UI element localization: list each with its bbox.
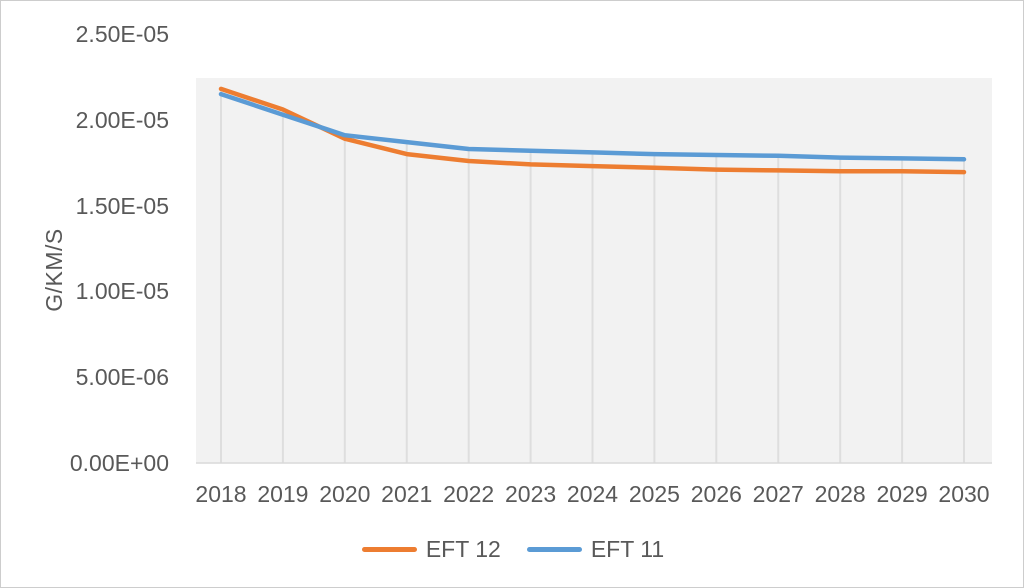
y-tick-label: 1.50E-05 (75, 192, 169, 219)
legend-line-swatch (526, 546, 582, 552)
x-tick-label: 2023 (504, 481, 557, 507)
legend-label: EFT 12 (425, 535, 501, 562)
legend-label: EFT 11 (590, 535, 665, 562)
x-tick-label: 2028 (814, 481, 866, 507)
y-tick-label: 5.00E-06 (75, 364, 169, 391)
legend-line-swatch (361, 546, 417, 552)
y-axis-title: G/KM/S (41, 228, 67, 312)
legend-item: EFT 11 (526, 535, 665, 563)
plot-area (196, 78, 992, 463)
x-tick-label: 2029 (876, 481, 928, 507)
x-tick-label: 2026 (690, 481, 742, 507)
x-tick-label: 2027 (752, 481, 804, 507)
x-tick-label: 2022 (443, 481, 495, 507)
legend: EFT 12 EFT 11 (1, 534, 1023, 564)
x-tick-label: 2025 (628, 481, 680, 507)
x-tick-label: 2018 (195, 481, 247, 507)
y-tick-label: 2.50E-05 (75, 21, 169, 47)
y-tick-label: 1.00E-05 (75, 278, 169, 305)
x-tick-label: 2019 (257, 481, 309, 507)
y-tick-label: 2.00E-05 (75, 106, 169, 133)
legend-item: EFT 12 (361, 535, 501, 563)
y-tick-label: 0.00E+00 (69, 450, 169, 476)
x-tick-label: 2024 (566, 481, 619, 507)
x-tick-label: 2020 (319, 481, 371, 507)
series-line-eft-11 (218, 91, 967, 162)
x-tick-label: 2021 (381, 481, 433, 507)
series-line-eft-12 (218, 86, 967, 175)
x-tick-label: 2030 (938, 481, 990, 507)
